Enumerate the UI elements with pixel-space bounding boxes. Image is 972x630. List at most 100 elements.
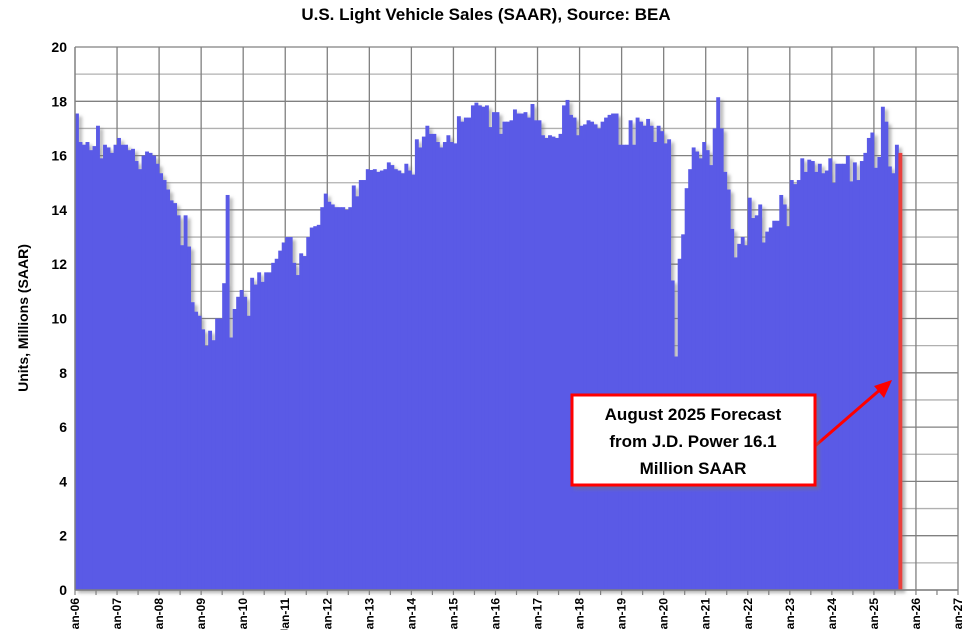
- bar: [309, 227, 314, 591]
- bar: [113, 144, 118, 591]
- bar: [117, 137, 121, 590]
- bar: [75, 113, 79, 590]
- bar: [211, 340, 216, 590]
- bar: [488, 127, 493, 590]
- bar: [264, 272, 269, 590]
- bar: [621, 144, 626, 591]
- bar: [530, 104, 535, 590]
- x-tick-label: Jan-26: [909, 598, 923, 630]
- bar: [285, 237, 290, 591]
- x-tick-label: Jan-23: [783, 598, 797, 630]
- bar: [660, 131, 665, 591]
- bar: [110, 152, 114, 590]
- bar: [152, 155, 156, 590]
- bar: [187, 246, 192, 591]
- bar: [814, 171, 819, 590]
- bar: [215, 318, 220, 590]
- y-axis-label: Units, Millions (SAAR): [15, 244, 31, 392]
- bar: [477, 105, 482, 590]
- bar: [590, 121, 594, 590]
- bar: [845, 155, 850, 590]
- bar: [82, 144, 86, 591]
- bar: [586, 120, 591, 591]
- x-tick-label: Jan-20: [657, 598, 671, 630]
- bar: [558, 133, 563, 590]
- bar: [512, 109, 517, 590]
- bar: [194, 311, 199, 590]
- bar: [141, 155, 146, 590]
- bar: [527, 117, 531, 590]
- bar: [124, 144, 128, 591]
- bar: [541, 135, 545, 591]
- bar: [446, 135, 451, 591]
- bar: [106, 147, 111, 590]
- bar: [702, 142, 707, 590]
- bar: [281, 242, 286, 591]
- bar: [99, 158, 104, 590]
- bar: [169, 200, 174, 590]
- bar: [229, 337, 234, 590]
- bar: [498, 133, 503, 590]
- bar: [653, 142, 658, 590]
- bar: [208, 330, 213, 590]
- bar: [569, 114, 573, 590]
- bar: [89, 150, 93, 591]
- bar: [800, 158, 805, 590]
- bar: [197, 315, 202, 590]
- bar: [604, 117, 609, 590]
- bar: [180, 245, 185, 590]
- bar: [698, 158, 703, 590]
- x-tick-label: Jan-24: [825, 598, 839, 630]
- y-tick-label: 8: [59, 365, 67, 381]
- bar: [891, 173, 896, 590]
- bar-series: [75, 97, 903, 591]
- bar: [709, 165, 714, 591]
- bar: [393, 169, 398, 591]
- axes: [74, 47, 959, 595]
- x-tick-label: Jan-15: [446, 598, 460, 630]
- bar: [400, 173, 405, 590]
- bar: [863, 152, 868, 590]
- bar: [505, 121, 510, 590]
- bar: [625, 144, 630, 591]
- bar: [78, 142, 83, 590]
- y-tick-label: 12: [51, 256, 67, 272]
- bar: [267, 272, 272, 590]
- forecast-annotation: August 2025 Forecast from J.D. Power 16.…: [570, 380, 892, 487]
- bar: [649, 125, 654, 591]
- bar: [828, 158, 833, 590]
- bar: [663, 143, 668, 590]
- bar: [684, 188, 689, 590]
- bar: [495, 112, 500, 590]
- bar: [562, 105, 566, 590]
- bar: [646, 118, 651, 590]
- bar: [716, 97, 721, 590]
- y-tick-label: 16: [51, 148, 67, 164]
- bar: [225, 194, 230, 590]
- bar: [85, 142, 90, 590]
- bar: [688, 169, 693, 591]
- bar: [474, 102, 479, 590]
- bar: [803, 171, 808, 590]
- bar: [509, 120, 514, 591]
- bar: [176, 215, 181, 590]
- bar: [614, 113, 619, 590]
- bar: [362, 180, 367, 590]
- bar: [236, 296, 241, 590]
- bar: [155, 163, 160, 590]
- bar: [849, 181, 854, 590]
- bar: [397, 170, 402, 590]
- bar: [579, 125, 584, 591]
- bar: [607, 114, 612, 590]
- bar: [856, 180, 861, 590]
- y-tick-label: 10: [51, 311, 67, 327]
- bar: [821, 173, 826, 590]
- bar: [835, 163, 840, 590]
- bar: [239, 289, 244, 590]
- bar: [355, 196, 360, 590]
- bar: [127, 150, 132, 591]
- x-tick-label: Jan-16: [488, 598, 502, 630]
- bar: [894, 144, 899, 591]
- x-tick-label: Jan-08: [152, 598, 166, 630]
- bar: [456, 116, 461, 591]
